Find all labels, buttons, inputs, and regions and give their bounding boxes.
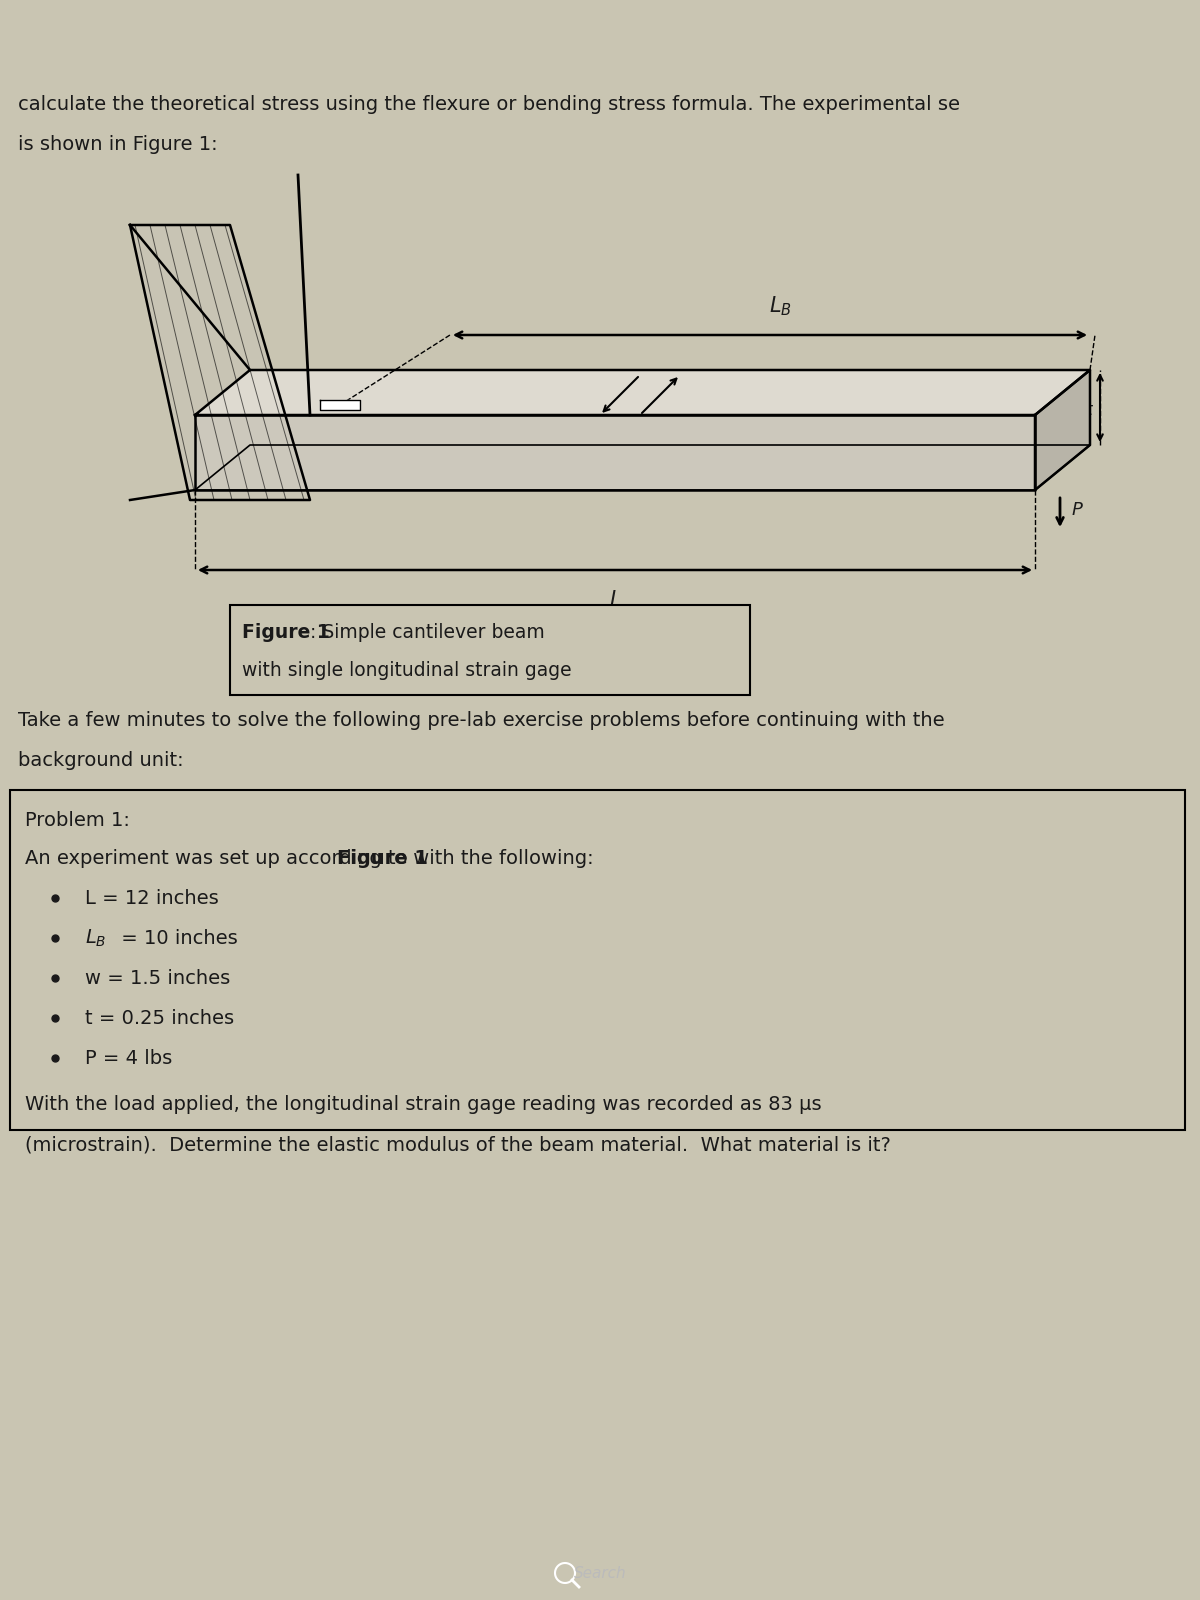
Polygon shape [194, 370, 1090, 414]
Polygon shape [1034, 370, 1090, 490]
Text: w = 1.5 inches: w = 1.5 inches [85, 968, 230, 987]
Text: An experiment was set up according to: An experiment was set up according to [25, 848, 414, 867]
Text: Figure 1: Figure 1 [242, 624, 330, 643]
Bar [230, 605, 750, 694]
Text: w: w [660, 376, 674, 394]
Text: t = 0.25 inches: t = 0.25 inches [85, 1008, 234, 1027]
Bar [10, 790, 1186, 1130]
Text: Problem 1:: Problem 1: [25, 811, 130, 829]
Text: t: t [1086, 402, 1092, 419]
Text: with the following:: with the following: [407, 848, 594, 867]
Polygon shape [130, 226, 310, 499]
Text: Search: Search [574, 1565, 626, 1581]
Text: is shown in Figure 1:: is shown in Figure 1: [18, 136, 217, 155]
Text: Figure 1: Figure 1 [336, 848, 427, 867]
Text: = 10 inches: = 10 inches [115, 928, 238, 947]
Text: With the load applied, the longitudinal strain gage reading was recorded as 83 μ: With the load applied, the longitudinal … [25, 1096, 822, 1115]
Text: Take a few minutes to solve the following pre-lab exercise problems before conti: Take a few minutes to solve the followin… [18, 710, 944, 730]
Text: L: L [610, 590, 620, 610]
Text: : Simple cantilever beam: : Simple cantilever beam [310, 624, 545, 643]
Text: L = 12 inches: L = 12 inches [85, 888, 218, 907]
Text: (microstrain).  Determine the elastic modulus of the beam material.  What materi: (microstrain). Determine the elastic mod… [25, 1136, 890, 1155]
Text: calculate the theoretical stress using the flexure or bending stress formula. Th: calculate the theoretical stress using t… [18, 96, 960, 115]
Polygon shape [194, 414, 1034, 490]
Polygon shape [320, 400, 360, 410]
Text: $L_B$: $L_B$ [769, 294, 791, 318]
Text: background unit:: background unit: [18, 750, 184, 770]
Text: $L_B$: $L_B$ [85, 928, 107, 949]
Text: with single longitudinal strain gage: with single longitudinal strain gage [242, 661, 571, 680]
Text: P: P [1072, 501, 1082, 518]
Text: P = 4 lbs: P = 4 lbs [85, 1048, 173, 1067]
Polygon shape [194, 445, 1090, 490]
